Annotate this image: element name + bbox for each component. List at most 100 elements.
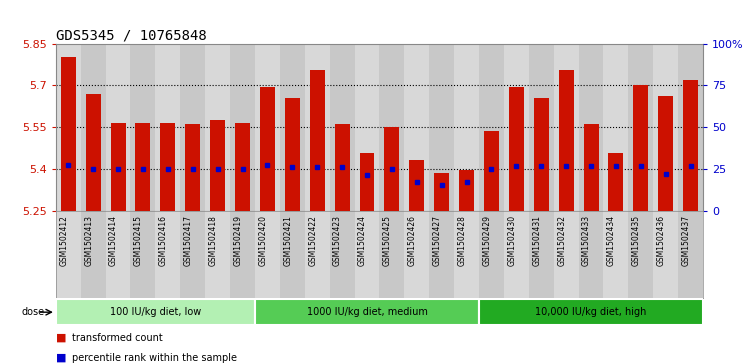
Bar	[355, 44, 379, 211]
Bar	[205, 44, 230, 211]
Bar	[310, 70, 324, 211]
Bar	[210, 120, 225, 211]
Text: GSM1502428: GSM1502428	[458, 215, 466, 266]
Bar	[479, 299, 703, 325]
Bar	[579, 44, 603, 211]
Text: 1000 IU/kg diet, medium: 1000 IU/kg diet, medium	[307, 307, 428, 317]
Bar	[554, 44, 579, 211]
Bar	[305, 211, 330, 298]
Text: ■: ■	[56, 352, 66, 363]
Bar	[454, 211, 479, 298]
Text: percentile rank within the sample: percentile rank within the sample	[72, 352, 237, 363]
Bar	[56, 211, 80, 298]
Bar	[509, 87, 524, 211]
Text: GSM1502412: GSM1502412	[60, 215, 68, 266]
Bar	[459, 170, 474, 211]
Text: GSM1502421: GSM1502421	[283, 215, 292, 266]
Bar	[230, 44, 255, 211]
Bar	[180, 44, 205, 211]
Bar	[633, 85, 648, 211]
Bar	[479, 211, 504, 298]
Bar	[285, 98, 300, 211]
Text: GSM1502427: GSM1502427	[433, 215, 442, 266]
Bar	[330, 44, 355, 211]
Text: GSM1502425: GSM1502425	[383, 215, 392, 266]
Text: GSM1502432: GSM1502432	[557, 215, 566, 266]
Text: GSM1502416: GSM1502416	[158, 215, 168, 266]
Bar	[255, 299, 479, 325]
Bar	[653, 44, 679, 211]
Bar	[629, 211, 653, 298]
Bar	[409, 160, 424, 211]
Bar	[504, 44, 529, 211]
Bar	[529, 44, 554, 211]
Bar	[379, 211, 404, 298]
Bar	[130, 44, 155, 211]
Bar	[429, 44, 454, 211]
Bar	[235, 123, 250, 211]
Bar	[161, 123, 176, 211]
Bar	[454, 44, 479, 211]
Bar	[554, 211, 579, 298]
Bar	[533, 98, 549, 211]
Bar	[479, 44, 504, 211]
Bar	[56, 299, 255, 325]
Text: GSM1502433: GSM1502433	[582, 215, 591, 266]
Bar	[683, 80, 698, 211]
Bar	[111, 123, 126, 211]
Bar	[205, 211, 230, 298]
Bar	[355, 211, 379, 298]
Bar	[429, 211, 454, 298]
Text: GDS5345 / 10765848: GDS5345 / 10765848	[56, 28, 207, 42]
Bar	[86, 94, 100, 211]
Text: GSM1502422: GSM1502422	[308, 215, 317, 266]
Bar	[603, 211, 629, 298]
Bar	[504, 211, 529, 298]
Bar	[359, 154, 374, 211]
Bar	[305, 44, 330, 211]
Bar	[180, 211, 205, 298]
Bar	[61, 57, 76, 211]
Text: GSM1502437: GSM1502437	[682, 215, 690, 266]
Text: GSM1502417: GSM1502417	[184, 215, 193, 266]
Bar	[404, 44, 429, 211]
Bar	[529, 211, 554, 298]
Text: GSM1502423: GSM1502423	[333, 215, 342, 266]
Bar	[135, 123, 150, 211]
Text: GSM1502424: GSM1502424	[358, 215, 367, 266]
Bar	[155, 211, 180, 298]
Bar	[583, 124, 598, 211]
Text: GSM1502414: GSM1502414	[109, 215, 118, 266]
Bar	[559, 70, 574, 211]
Text: GSM1502426: GSM1502426	[408, 215, 417, 266]
Text: GSM1502413: GSM1502413	[84, 215, 93, 266]
Text: ■: ■	[56, 333, 66, 343]
Text: GSM1502418: GSM1502418	[208, 215, 218, 266]
Bar	[484, 131, 499, 211]
Bar	[609, 154, 623, 211]
Text: transformed count: transformed count	[72, 333, 163, 343]
Text: GSM1502434: GSM1502434	[607, 215, 616, 266]
Bar	[185, 124, 200, 211]
Bar	[385, 127, 400, 211]
Text: GSM1502420: GSM1502420	[258, 215, 267, 266]
Bar	[653, 211, 679, 298]
Bar	[106, 211, 130, 298]
Bar	[106, 44, 130, 211]
Bar	[280, 211, 305, 298]
Bar	[379, 44, 404, 211]
Text: GSM1502419: GSM1502419	[234, 215, 243, 266]
Bar	[280, 44, 305, 211]
Bar	[230, 211, 255, 298]
Bar	[629, 44, 653, 211]
Bar	[80, 44, 106, 211]
Bar	[130, 211, 155, 298]
Bar	[80, 211, 106, 298]
Bar	[679, 211, 703, 298]
Bar	[434, 173, 449, 211]
Text: GSM1502430: GSM1502430	[507, 215, 516, 266]
Bar	[335, 124, 350, 211]
Text: GSM1502415: GSM1502415	[134, 215, 143, 266]
Text: dose: dose	[22, 307, 45, 317]
Bar	[404, 211, 429, 298]
